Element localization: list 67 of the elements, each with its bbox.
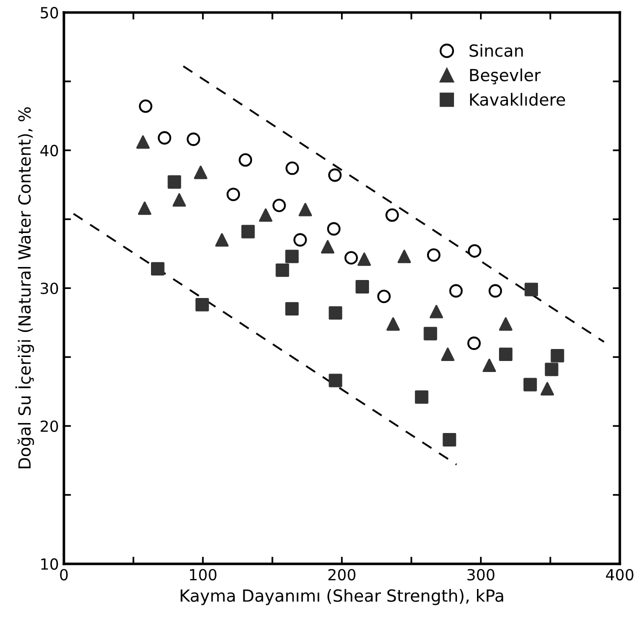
point — [285, 250, 299, 264]
point — [272, 198, 286, 212]
point — [168, 175, 182, 189]
point — [523, 378, 537, 392]
point — [468, 244, 482, 258]
legend-label: Kavaklıdere — [470, 92, 566, 106]
point — [344, 251, 358, 265]
point — [356, 280, 370, 294]
point — [241, 224, 255, 238]
point — [467, 336, 481, 350]
legend-label: Beşevler — [470, 68, 541, 84]
point — [377, 290, 391, 304]
point — [136, 135, 150, 149]
y-tick-label: 40 — [40, 144, 58, 156]
point — [298, 202, 312, 216]
point — [327, 222, 341, 236]
point — [158, 131, 172, 145]
point — [172, 193, 186, 207]
point — [328, 374, 342, 388]
y-tick-label: 10 — [41, 558, 58, 570]
point — [550, 348, 564, 362]
legend-label: Sincan — [470, 44, 523, 57]
point — [150, 262, 164, 276]
x-tick-label: 100 — [190, 568, 216, 580]
point — [540, 382, 554, 396]
point — [488, 284, 502, 298]
point — [482, 358, 496, 372]
y-tick-label: 50 — [40, 6, 58, 18]
point — [386, 317, 400, 331]
x-tick-label: 300 — [467, 568, 494, 580]
point — [449, 284, 463, 298]
point — [195, 298, 209, 312]
point — [258, 208, 272, 222]
point — [238, 153, 252, 167]
x-axis-title: Kayma Dayanımı (Shear Strength), kPa — [180, 589, 504, 606]
y-axis-title: Doğal Su İçeriği (Natural Water Content), % — [15, 107, 34, 468]
point — [430, 304, 444, 318]
point — [138, 99, 152, 113]
point — [442, 433, 456, 446]
point — [328, 168, 342, 182]
point — [286, 162, 299, 175]
point — [215, 233, 229, 247]
point — [186, 132, 200, 146]
y-tick-label: 20 — [40, 420, 58, 432]
x-tick-label: 0 — [60, 568, 68, 580]
x-tick-label: 200 — [328, 568, 356, 580]
point — [524, 282, 538, 296]
point — [226, 188, 240, 202]
point — [276, 264, 290, 277]
x-tick-label: 400 — [606, 568, 634, 580]
point — [328, 306, 342, 320]
y-tick-label: 30 — [40, 282, 58, 294]
point — [138, 201, 152, 215]
point — [424, 326, 438, 340]
point — [358, 252, 371, 266]
point — [194, 166, 208, 180]
point — [427, 248, 440, 262]
point — [499, 348, 512, 362]
point — [441, 348, 454, 362]
point — [285, 302, 299, 316]
point — [385, 208, 399, 222]
point — [293, 233, 307, 247]
point — [499, 317, 512, 331]
point — [398, 250, 411, 264]
point — [414, 390, 428, 404]
point — [320, 240, 334, 254]
point — [544, 362, 558, 376]
